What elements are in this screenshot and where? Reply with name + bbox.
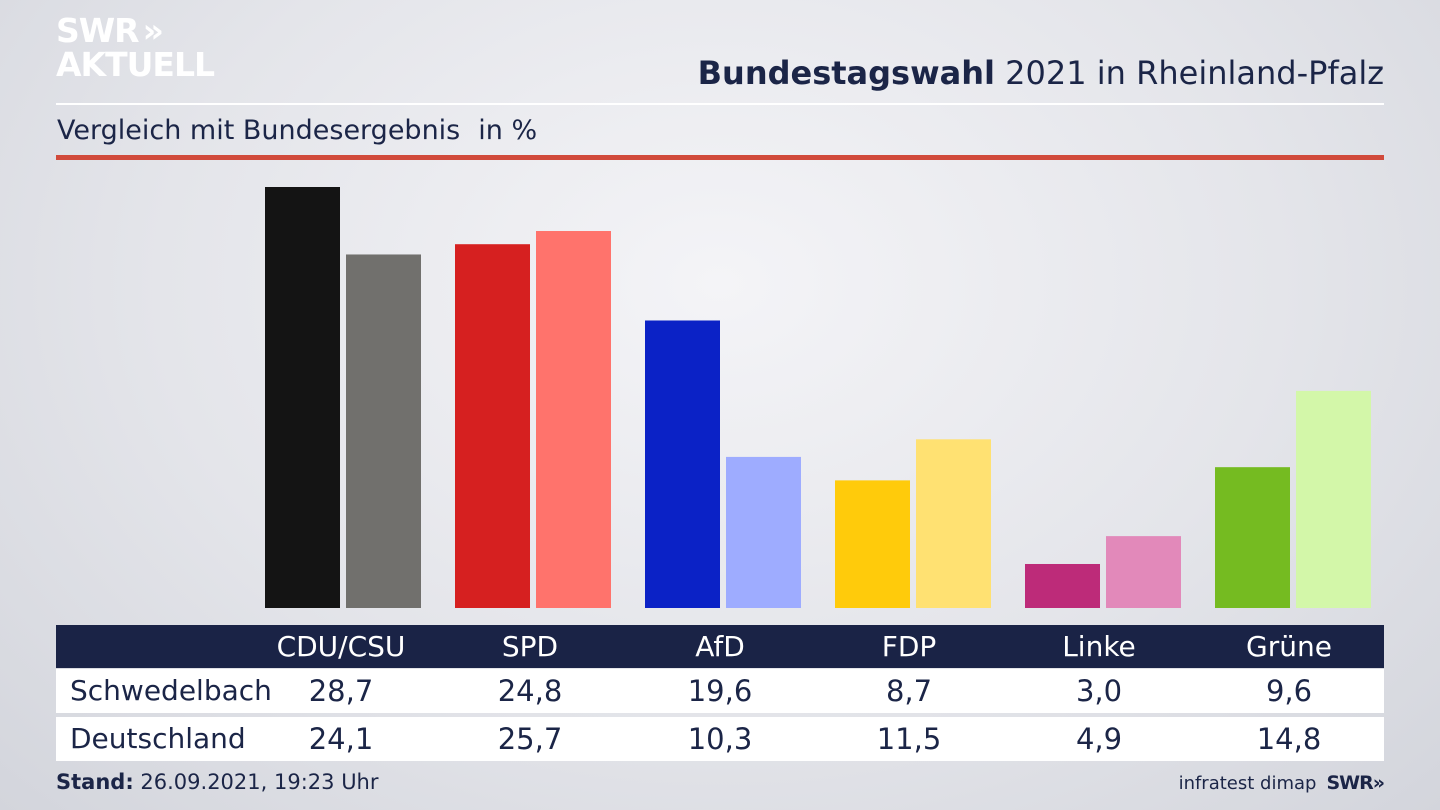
- row-label-local: Schwedelbach: [70, 674, 272, 707]
- table-cell: 8,7: [885, 674, 933, 708]
- bar-spd-schwedelbach: [455, 244, 530, 609]
- column-header: FDP: [881, 630, 937, 663]
- bar-fdp-deutschland: [916, 439, 991, 608]
- bar-fdp-schwedelbach: [835, 480, 910, 608]
- bar-afd-schwedelbach: [645, 320, 720, 608]
- subtitle-divider: [56, 155, 1384, 160]
- column-header: Grüne: [1246, 630, 1332, 663]
- title-divider: [56, 103, 1384, 105]
- table-cell: 3,0: [1075, 674, 1123, 708]
- bar-cdu-csu-deutschland: [346, 254, 421, 608]
- column-header: SPD: [501, 630, 559, 663]
- source-credit: infratest dimap SWR»: [1178, 772, 1385, 794]
- table-header-row: CDU/CSU SPD AfD FDP Linke Grüne: [56, 625, 1384, 668]
- table-cell: 4,9: [1075, 722, 1123, 756]
- bar-cdu-csu-schwedelbach: [265, 187, 340, 608]
- table-cell: 14,8: [1256, 722, 1322, 756]
- table-row: Schwedelbach 28,7 24,8 19,6 8,7 3,0 9,6: [56, 669, 1384, 713]
- swr-aktuell-logo: SWR» AKTUELL: [56, 11, 215, 84]
- swr-brand-logo: SWR»: [1326, 772, 1385, 794]
- subtitle-text: Vergleich mit Bundesergebnis: [57, 115, 461, 146]
- stand-label: Stand:: [56, 770, 134, 794]
- source-text: infratest dimap: [1178, 773, 1317, 794]
- chart-subtitle: Vergleich mit Bundesergebnis in %: [57, 115, 537, 146]
- timestamp: Stand: 26.09.2021, 19:23 Uhr: [56, 770, 379, 794]
- table-cell: 24,8: [497, 674, 563, 708]
- bar-grüne-deutschland: [1296, 390, 1371, 608]
- chart-title: Bundestagswahl 2021 in Rheinland-Pfalz: [698, 54, 1384, 92]
- stand-value: 26.09.2021, 19:23 Uhr: [140, 770, 379, 794]
- results-table: CDU/CSU SPD AfD FDP Linke Grüne Schwedelbach …: [56, 625, 1384, 761]
- bar-linke-deutschland: [1106, 536, 1181, 608]
- column-header: CDU/CSU: [276, 630, 406, 663]
- bar-grüne-schwedelbach: [1215, 467, 1290, 608]
- bar-spd-deutschland: [536, 231, 611, 609]
- title-rest: 2021 in Rheinland-Pfalz: [1005, 54, 1384, 92]
- row-label-federal: Deutschland: [70, 722, 246, 755]
- column-header: Linke: [1062, 630, 1136, 663]
- title-bold: Bundestagswahl: [697, 54, 995, 92]
- bar-chart: [265, 187, 1371, 609]
- table-cell: 19,6: [687, 674, 753, 708]
- bar-afd-deutschland: [726, 456, 801, 608]
- table-cell: 11,5: [876, 722, 942, 756]
- subtitle-unit: in %: [478, 115, 538, 146]
- table-cell: 28,7: [308, 674, 374, 708]
- table-cell: 10,3: [687, 722, 753, 756]
- table-cell: 24,1: [308, 722, 374, 756]
- column-header: AfD: [695, 630, 745, 663]
- logo-swr: SWR: [56, 11, 140, 50]
- table-row: Deutschland 24,1 25,7 10,3 11,5 4,9 14,8: [56, 717, 1384, 761]
- logo-aktuell: AKTUELL: [56, 45, 215, 84]
- table-cell: 9,6: [1265, 674, 1313, 708]
- bar-linke-schwedelbach: [1025, 563, 1100, 608]
- table-cell: 25,7: [497, 722, 563, 756]
